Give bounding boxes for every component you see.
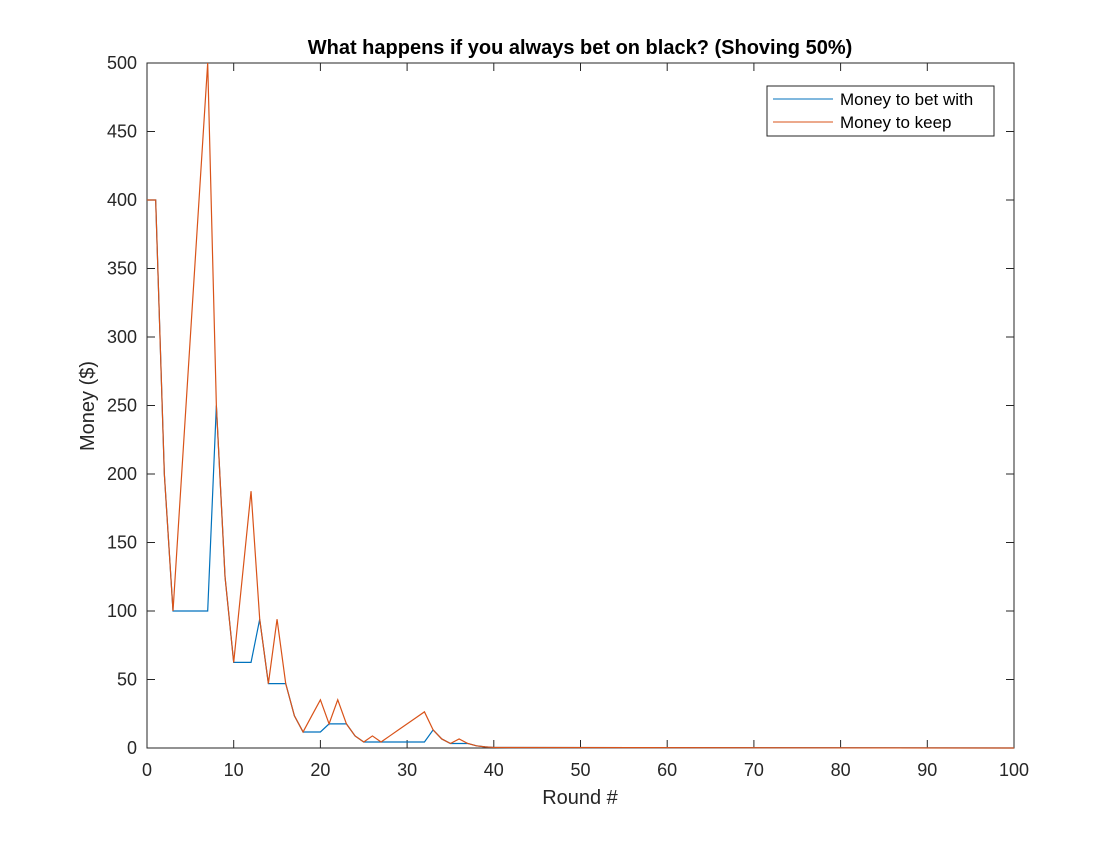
y-tick-label: 150 [107,533,137,553]
y-axis-label: Money ($) [77,361,99,451]
y-tick-label: 350 [107,259,137,279]
y-tick-label: 300 [107,327,137,347]
x-tick-label: 10 [224,760,244,780]
y-tick-label: 200 [107,464,137,484]
x-tick-label: 50 [570,760,590,780]
legend-label-keep: Money to keep [840,113,952,132]
y-tick-label: 500 [107,53,137,73]
x-tick-label: 60 [657,760,677,780]
legend-label-bet: Money to bet with [840,90,973,109]
y-tick-label: 50 [117,670,137,690]
series-layer [147,62,1015,749]
x-tick-label: 70 [744,760,764,780]
y-tick-label: 0 [127,738,137,758]
x-tick-label: 80 [831,760,851,780]
y-axis-ticks: 0 50 100 150 200 250 300 350 400 450 500 [107,53,1014,758]
x-tick-label: 90 [917,760,937,780]
series-line-1 [147,62,1015,749]
x-axis-label: Round # [542,787,618,809]
y-tick-label: 100 [107,601,137,621]
x-tick-label: 0 [142,760,152,780]
x-tick-label: 100 [999,760,1029,780]
x-tick-label: 40 [484,760,504,780]
y-tick-label: 250 [107,396,137,416]
x-axis-ticks: 0 10 20 30 40 50 60 70 80 90 100 [142,63,1029,780]
chart-title: What happens if you always bet on black?… [308,37,853,59]
legend: Money to bet with Money to keep [766,85,995,137]
x-tick-label: 30 [397,760,417,780]
y-tick-label: 400 [107,190,137,210]
legend-box [766,85,995,137]
y-tick-label: 450 [107,122,137,142]
x-tick-label: 20 [310,760,330,780]
